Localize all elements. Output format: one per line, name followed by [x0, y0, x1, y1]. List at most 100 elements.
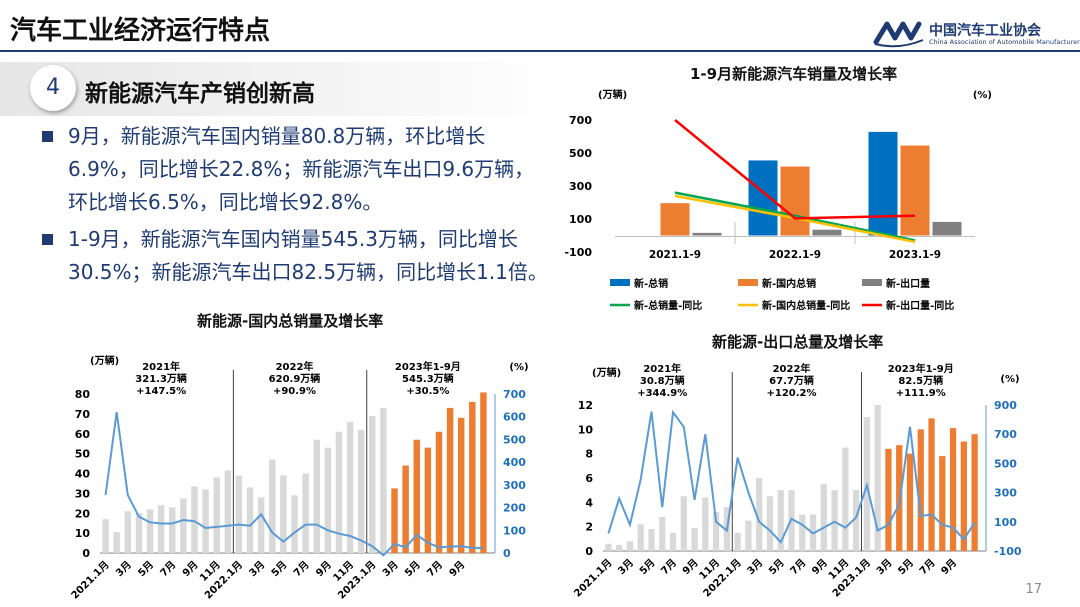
legend-label: 新-总销量-同比 — [634, 299, 702, 312]
bar-month — [745, 520, 752, 551]
legend-label: 新-国内总销 — [762, 277, 816, 290]
x-tick-label: 5月 — [402, 559, 422, 579]
y-tick-label-left: 8 — [585, 448, 593, 461]
y-tick-label-right: -100 — [994, 545, 1022, 558]
bar-month — [680, 496, 687, 551]
x-tick-label: 3月 — [113, 559, 133, 579]
bar-新-国内总销 — [780, 166, 810, 236]
y-tick-label-left: 10 — [75, 527, 91, 540]
bar-month — [885, 448, 892, 551]
x-tick-label: 7月 — [788, 557, 808, 577]
bar-新-国内总销 — [900, 145, 930, 236]
x-tick-label: 2021.1-9 — [649, 249, 701, 261]
bar-month — [820, 484, 827, 551]
y-tick-label-right: 700 — [503, 388, 526, 401]
y-tick-label-left: 12 — [578, 399, 593, 412]
y-tick-label-right: 0 — [503, 547, 511, 560]
annotation-volume: 545.3万辆 — [402, 372, 454, 385]
bar-month — [302, 473, 309, 553]
y-tick-label-left: 60 — [75, 428, 91, 441]
bar-month — [413, 439, 420, 553]
export-sales-chart: (万辆) (%) 12 10 8 6 4 2 0 900 700 500 300 100 -100 2021.… — [572, 362, 1022, 599]
bar-month — [917, 429, 924, 551]
chart-title-export: 新能源-出口总量及增长率 — [712, 333, 884, 351]
bar-month — [457, 417, 465, 553]
bar-month — [369, 415, 376, 553]
bar-month — [102, 519, 109, 553]
bullet-marker — [42, 234, 53, 245]
bar-month — [949, 428, 957, 551]
annotation-growth: +30.5% — [406, 386, 449, 397]
bar-新-出口量 — [932, 221, 962, 236]
bar-month — [756, 478, 763, 551]
x-tick-label: 7月 — [425, 559, 445, 579]
y-tick-label-left: 10 — [578, 423, 594, 436]
bar-month — [659, 516, 666, 551]
y-tick-label-right: 100 — [994, 516, 1017, 529]
y-tick-label-left: 50 — [75, 448, 91, 461]
bar-month — [799, 514, 806, 551]
x-tick-label: 7月 — [659, 557, 679, 577]
bar-month — [146, 509, 154, 553]
bar-month — [605, 543, 612, 551]
section-band — [0, 62, 560, 116]
bar-month — [402, 465, 409, 553]
x-tick-label: 3月 — [745, 557, 765, 577]
y-axis-unit-right: (%) — [1000, 374, 1019, 385]
domestic-sales-chart: (万辆)(%)807060504030201007006005004003002… — [69, 354, 529, 601]
y-tick-label-left: 40 — [75, 468, 91, 481]
y-tick-label-left: -100 — [564, 246, 592, 259]
x-tick-label: 5月 — [637, 557, 657, 577]
bar-month — [853, 490, 860, 551]
y-tick-label-left: 300 — [569, 180, 592, 193]
annotation-year: 2022年 — [276, 360, 314, 373]
y-tick-label-left: 500 — [569, 147, 592, 160]
y-tick-label-left: 0 — [82, 547, 90, 560]
bar-month — [346, 421, 354, 553]
y-tick-label-right: 400 — [503, 456, 526, 469]
legend-swatch — [610, 279, 630, 286]
y-axis-unit-right: (%) — [973, 90, 992, 101]
chart-title-ytd: 1-9月新能源汽车销量及增长率 — [690, 65, 898, 83]
bar-month — [269, 459, 276, 553]
bar-month — [616, 544, 623, 551]
annotation-growth: +147.5% — [136, 386, 186, 397]
x-tick-label: 3月 — [874, 557, 894, 577]
annotation-year: 2021年 — [142, 360, 180, 373]
bar-month — [257, 497, 265, 553]
x-tick-label: 5月 — [896, 557, 916, 577]
annotation-volume: 67.7万辆 — [769, 374, 814, 387]
bar-month — [874, 405, 881, 551]
page-title: 汽车工业经济运行特点 — [10, 16, 271, 46]
annotation-volume: 30.8万辆 — [640, 374, 685, 387]
bar-month — [246, 487, 254, 553]
annotation-volume: 82.5万辆 — [898, 374, 943, 387]
bar-month — [766, 496, 774, 551]
bullet-marker — [42, 131, 53, 142]
annotation-year: 2023年1-9月 — [395, 360, 461, 373]
y-axis-unit-left: (万辆) — [598, 88, 627, 101]
annotation-growth: +344.9% — [637, 388, 687, 399]
bar-month — [224, 470, 232, 553]
bar-month — [180, 498, 187, 553]
y-tick-label-right: 700 — [994, 428, 1017, 441]
x-tick-label: 2023.1-9 — [889, 249, 941, 261]
y-tick-label-right: 500 — [503, 433, 526, 446]
caam-logo-icon — [873, 21, 924, 48]
y-axis-unit-left: (万辆) — [592, 366, 621, 379]
bar-month — [648, 529, 655, 551]
bar-month — [831, 490, 838, 551]
y-tick-label-left: 4 — [585, 496, 593, 509]
x-tick-label: 3月 — [247, 559, 267, 579]
y-tick-label-left: 0 — [585, 545, 593, 558]
bar-month — [626, 541, 634, 551]
annotation-year: 2021年 — [643, 362, 681, 375]
bar-month — [446, 407, 454, 553]
x-tick-label: 5月 — [269, 559, 289, 579]
bar-month — [135, 513, 143, 553]
section-number: 4 — [30, 65, 76, 111]
y-tick-label-right: 300 — [994, 487, 1017, 500]
bar-month — [777, 490, 784, 551]
x-tick-label: 2022.1-9 — [769, 249, 821, 261]
y-tick-label-left: 20 — [75, 507, 91, 520]
